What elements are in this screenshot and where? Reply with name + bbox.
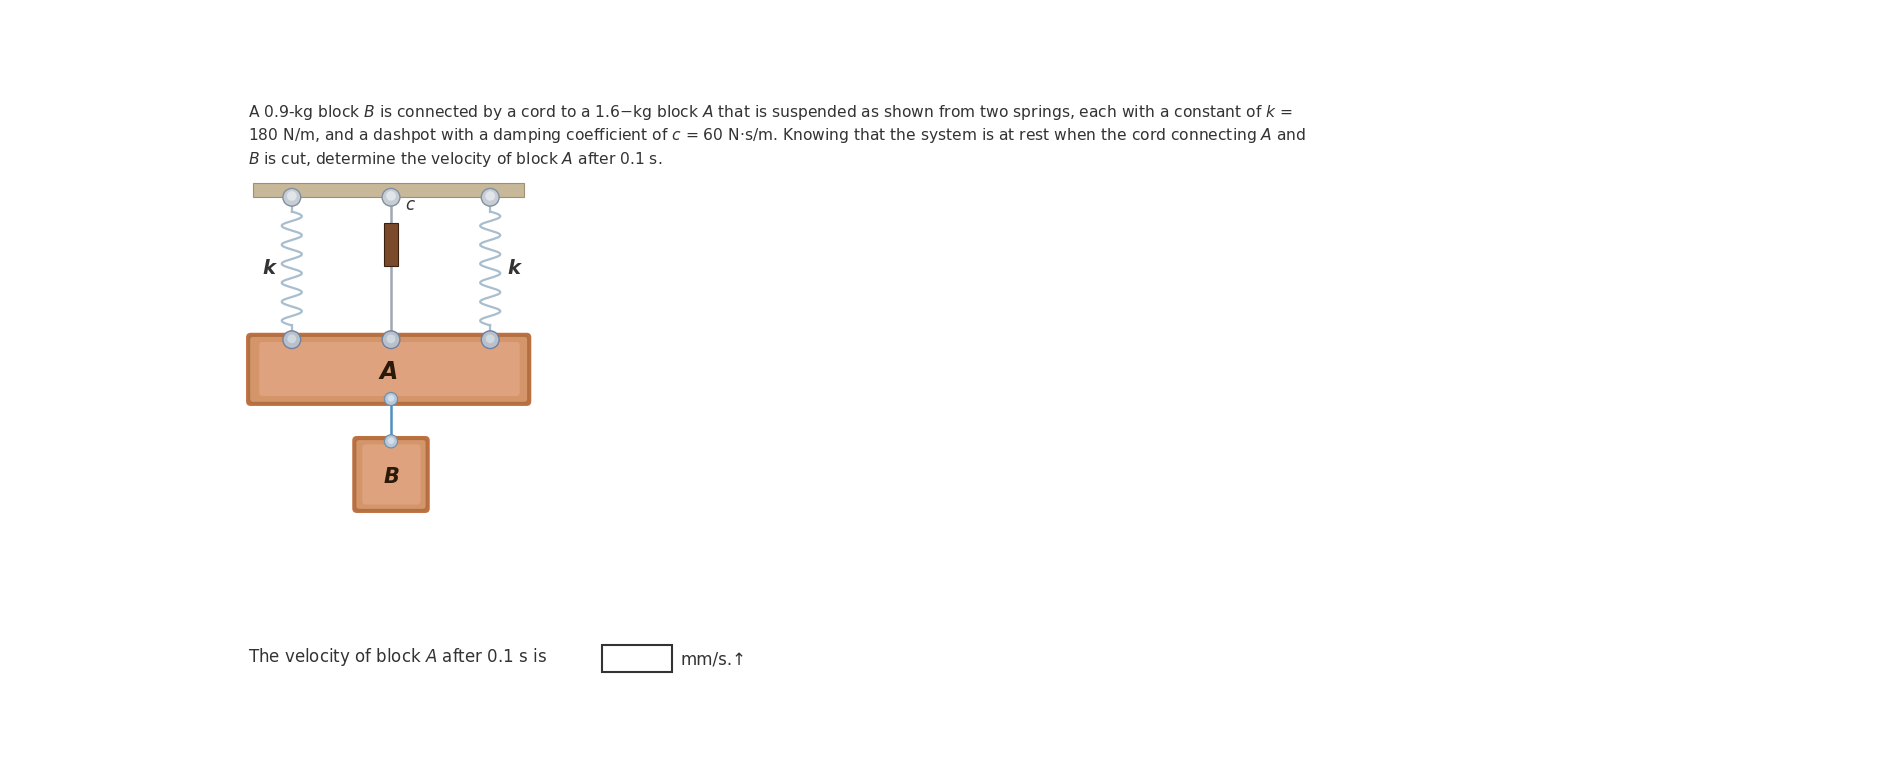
Circle shape xyxy=(381,188,400,206)
FancyBboxPatch shape xyxy=(355,439,427,510)
Text: mm/s.↑: mm/s.↑ xyxy=(682,651,748,669)
Circle shape xyxy=(287,335,296,343)
Circle shape xyxy=(387,335,395,343)
Circle shape xyxy=(287,191,296,201)
Circle shape xyxy=(485,191,495,201)
FancyBboxPatch shape xyxy=(249,336,529,403)
Text: k: k xyxy=(508,259,519,278)
Text: 180 N/m, and a dashpot with a damping coefficient of $\it{c}$ = 60 N$\cdot$s/m. : 180 N/m, and a dashpot with a damping co… xyxy=(247,126,1306,145)
Text: The velocity of block $\it{A}$ after 0.1 s is: The velocity of block $\it{A}$ after 0.1… xyxy=(247,647,546,669)
FancyBboxPatch shape xyxy=(259,342,519,396)
Text: $\it{B}$ is cut, determine the velocity of block $\it{A}$ after 0.1 s.: $\it{B}$ is cut, determine the velocity … xyxy=(247,150,663,169)
Bar xyxy=(602,645,672,672)
FancyBboxPatch shape xyxy=(362,445,421,504)
Circle shape xyxy=(385,393,398,405)
Circle shape xyxy=(481,188,498,206)
Circle shape xyxy=(283,188,300,206)
Circle shape xyxy=(283,331,300,349)
Text: k: k xyxy=(262,259,276,278)
FancyBboxPatch shape xyxy=(353,436,430,513)
Bar xyxy=(385,223,398,266)
Text: A 0.9-kg block $\it{B}$ is connected by a cord to a 1.6$-$kg block $\it{A}$ that: A 0.9-kg block $\it{B}$ is connected by … xyxy=(247,103,1293,122)
Circle shape xyxy=(387,437,395,444)
Circle shape xyxy=(481,331,498,349)
Circle shape xyxy=(387,191,396,201)
Text: B: B xyxy=(383,466,398,487)
Circle shape xyxy=(485,335,495,343)
Bar xyxy=(253,183,525,198)
Text: c: c xyxy=(404,196,413,214)
FancyBboxPatch shape xyxy=(245,332,531,406)
Text: A: A xyxy=(379,361,398,384)
Circle shape xyxy=(381,331,400,349)
Circle shape xyxy=(385,435,398,448)
Circle shape xyxy=(387,395,395,401)
